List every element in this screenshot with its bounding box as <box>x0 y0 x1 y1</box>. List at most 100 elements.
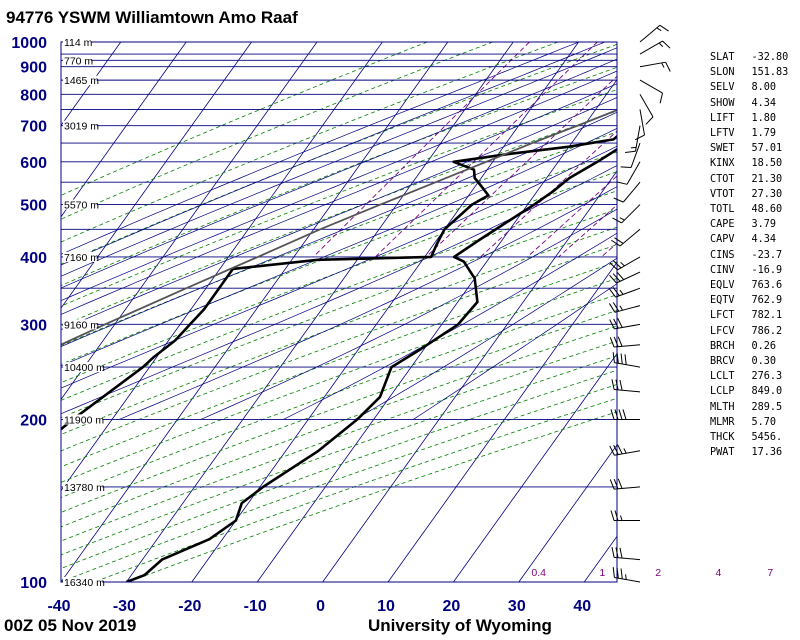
wind-barb <box>612 352 641 368</box>
index-key: MLTH <box>710 401 735 413</box>
height-label-bg <box>63 577 103 587</box>
wind-barb-half-flag <box>630 146 637 149</box>
dry-adiabat-line <box>61 261 617 468</box>
index-row: TOTL 48.60 <box>710 202 795 217</box>
temperature-tick-label: 0 <box>316 598 325 615</box>
index-key: EQTV <box>710 295 735 307</box>
index-value: 8.00 <box>751 82 777 94</box>
index-key: LCLT <box>710 371 735 383</box>
isotherm-line <box>387 261 617 582</box>
dry-adiabat-line <box>61 151 617 365</box>
wind-barb <box>616 161 641 185</box>
wind-barb-flag <box>611 379 615 390</box>
index-key: EQLV <box>710 280 735 292</box>
wind-barb-flag <box>613 318 619 329</box>
wind-barb-shaft <box>626 161 641 185</box>
index-row: MLMR 5.70 <box>710 415 795 430</box>
wind-barb-flag <box>611 547 615 558</box>
wind-barb <box>613 181 641 203</box>
index-key: LFCV <box>710 325 735 337</box>
wind-barb-half-flag <box>625 574 627 580</box>
index-value: 0.30 <box>751 356 777 368</box>
wind-barb-shaft <box>639 94 654 118</box>
index-row: CINV -16.9 <box>710 263 795 278</box>
dry-adiabat-line <box>61 208 617 419</box>
index-value: 5456. <box>751 432 783 444</box>
index-key: LFCT <box>710 310 735 322</box>
wind-barb <box>639 40 671 55</box>
isotherm-line <box>191 42 579 582</box>
index-row: EQTV 762.9 <box>710 293 795 308</box>
wind-barb-flag <box>612 302 620 312</box>
index-row: LFTV 1.79 <box>710 126 795 141</box>
index-value: 762.9 <box>751 295 783 307</box>
index-row: CAPE 3.79 <box>710 217 795 232</box>
height-label: 5570 m <box>64 200 99 212</box>
height-label-bg <box>63 120 97 131</box>
index-row: SLON 151.83 <box>710 65 795 80</box>
index-key: SLON <box>710 67 735 79</box>
mixing-ratio-label: 2 <box>655 567 661 579</box>
isotherm-line <box>453 352 617 582</box>
wind-barb <box>612 204 641 224</box>
height-label: 1465 m <box>64 75 99 87</box>
wind-barb-flag <box>613 260 622 269</box>
index-key: CINV <box>710 264 735 276</box>
index-row: KINX 18.50 <box>710 156 795 171</box>
wind-barb <box>609 336 641 348</box>
index-value: -16.9 <box>751 264 783 276</box>
index-key: TOTL <box>710 204 735 216</box>
wind-barb-flag <box>665 61 671 72</box>
dry-adiabat-line <box>61 294 617 498</box>
index-key: LFTV <box>710 128 735 140</box>
wind-barb <box>639 94 654 125</box>
wind-barb-flag <box>612 273 621 282</box>
wind-barb-flag <box>645 116 654 125</box>
index-row: VTOT 27.30 <box>710 187 795 202</box>
wind-barb <box>608 287 641 298</box>
wind-barb-shaft <box>639 40 663 55</box>
pressure-tick-label: 100 <box>20 575 47 592</box>
index-value: 0.26 <box>751 340 777 352</box>
wind-barb-flag <box>609 337 615 348</box>
wind-barb-flag <box>612 352 615 363</box>
wind-barb-flag <box>622 409 627 420</box>
wind-barb-half-flag <box>619 217 625 221</box>
observation-time: 00Z 05 Nov 2019 <box>4 616 137 635</box>
moist-adiabat-line <box>413 283 617 420</box>
wind-barb-flag <box>610 409 615 420</box>
index-value: 17.36 <box>751 447 783 459</box>
wind-barb <box>610 409 640 420</box>
wind-barb-half-flag <box>619 289 624 295</box>
index-key: KINX <box>710 158 735 170</box>
height-label-bg <box>63 481 103 492</box>
wind-barb-flag <box>608 288 616 298</box>
chart-title: 94776 YSWM Williamtown Amo Raaf <box>6 8 298 27</box>
wind-barb-flag <box>616 567 619 579</box>
wind-barb-flag <box>613 445 619 455</box>
temperature-tick-label: 20 <box>443 598 461 615</box>
temperature-tick-label: -20 <box>178 598 201 615</box>
height-label-bg <box>63 55 91 66</box>
dry-adiabat-line <box>61 171 617 384</box>
index-value: 48.60 <box>751 204 783 216</box>
index-key: CTOT <box>710 173 735 185</box>
wind-barb-flag <box>615 547 619 558</box>
wind-barb-flag <box>618 409 623 420</box>
wind-barb-flag <box>609 319 615 330</box>
index-key: LCLP <box>710 386 735 398</box>
pressure-tick-label: 700 <box>20 119 47 136</box>
isotherm-line <box>61 42 252 309</box>
index-key: VTOT <box>710 188 735 200</box>
index-row: SHOW 4.34 <box>710 96 795 111</box>
pressure-tick-label: 600 <box>20 155 47 172</box>
temperature-tick-label: -10 <box>244 598 267 615</box>
mixing-ratio-label: 7 <box>767 567 773 579</box>
wind-barb-flag <box>620 353 623 365</box>
index-key: THCK <box>710 432 735 444</box>
index-value: 849.0 <box>751 386 783 398</box>
moist-adiabat-line <box>61 111 617 348</box>
index-row: SLAT -32.80 <box>710 50 795 65</box>
height-label-bg <box>63 199 97 210</box>
wind-barb-flag <box>620 166 632 168</box>
